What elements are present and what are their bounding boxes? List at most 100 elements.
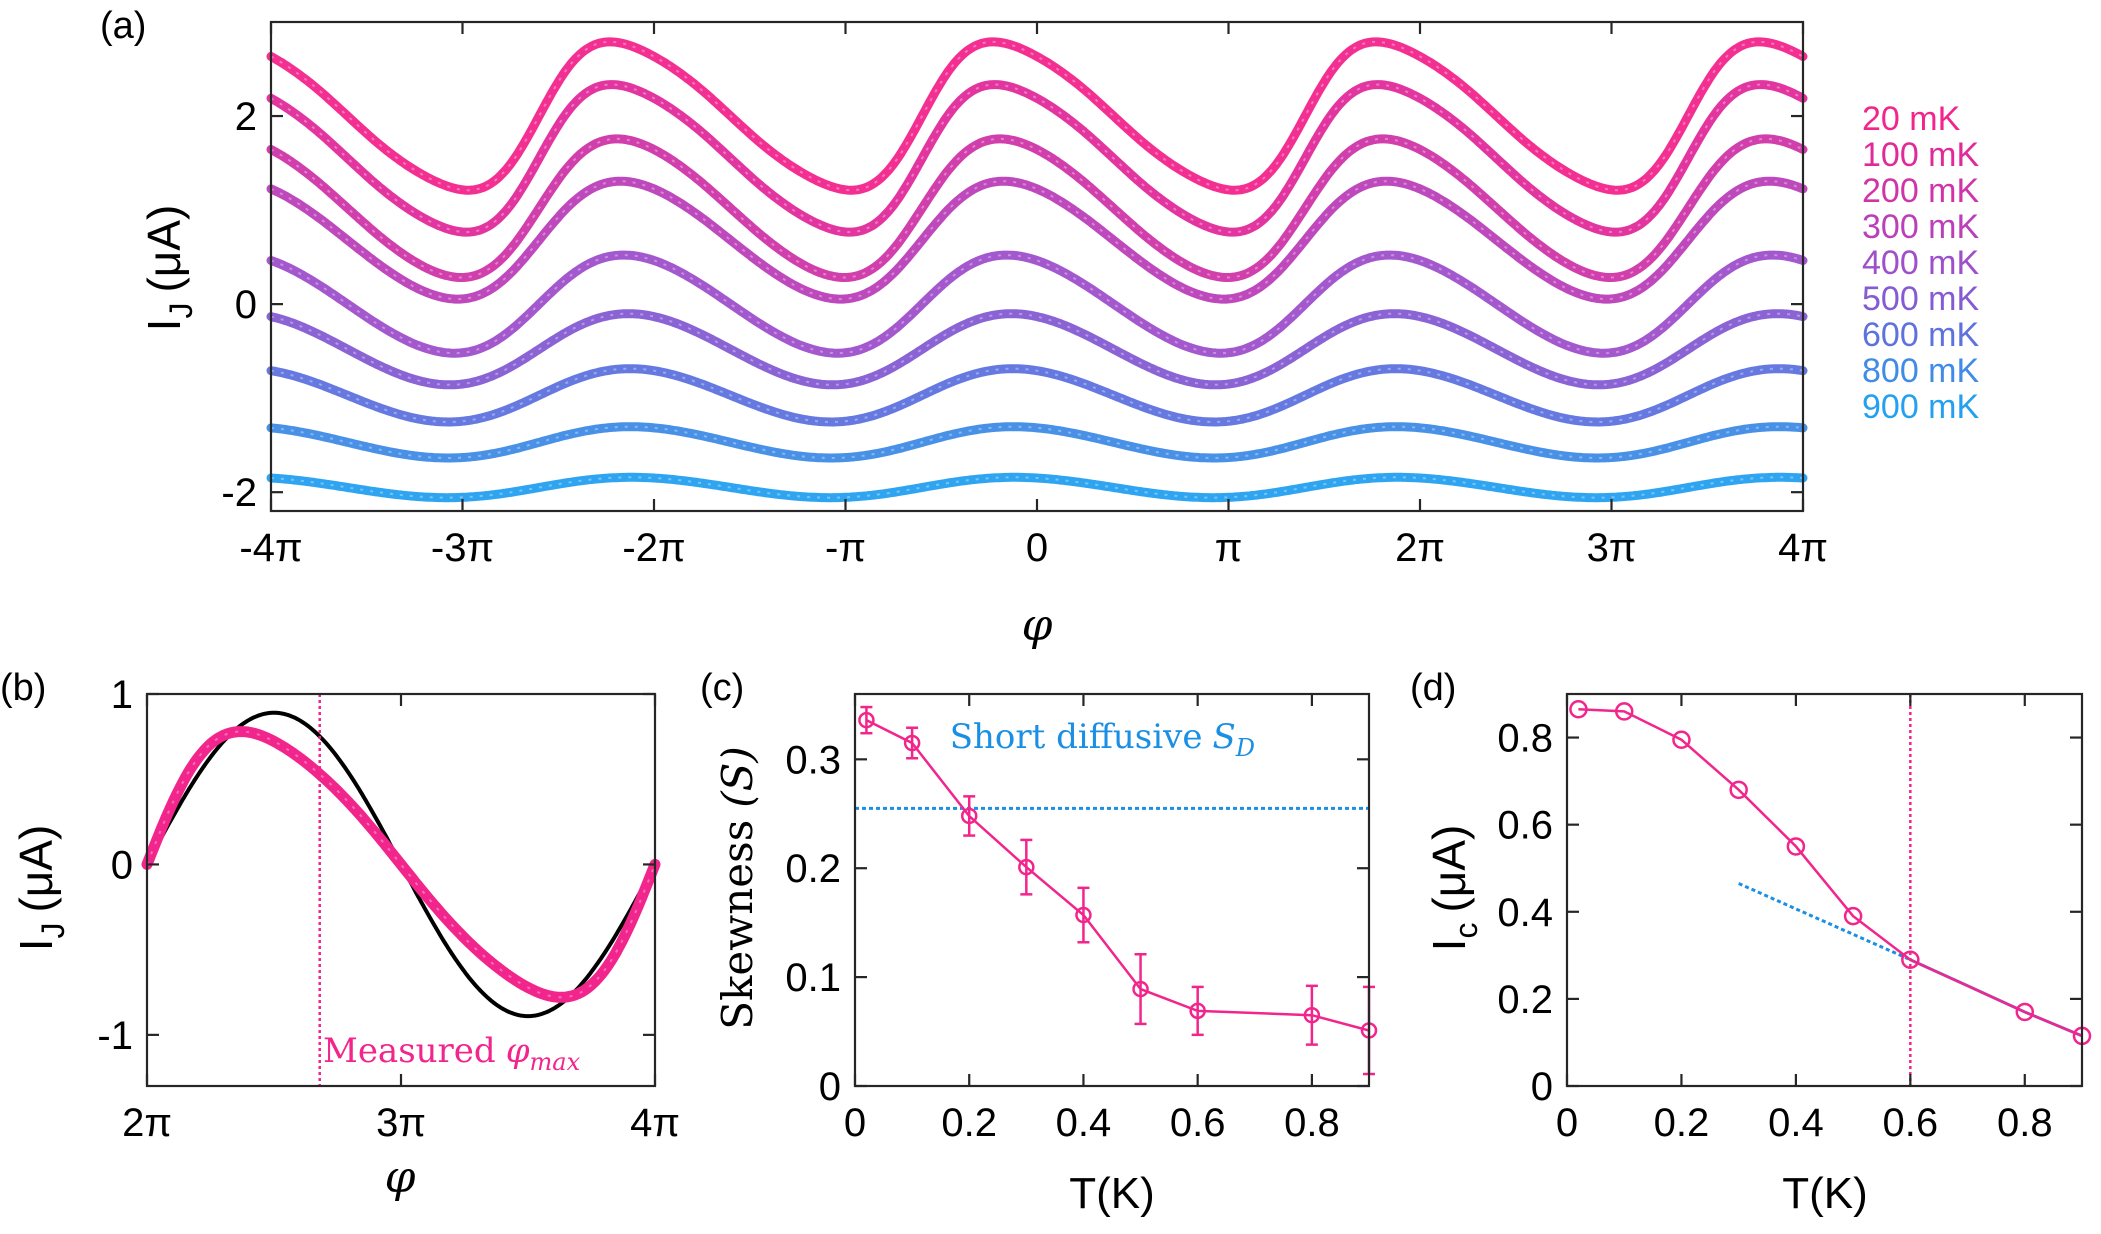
x-tick-label: 2π [122,1101,172,1145]
skewness-point [1075,906,1092,924]
series-curve-400-mK [266,250,1808,358]
legend-entry: 600 mK [1862,316,1979,354]
critical-current-point [1843,906,1863,926]
panel-c-series [855,705,1378,1076]
panel-d-label: (d) [1410,667,1456,709]
legend-entry: 300 mK [1862,208,1979,246]
panel-d-series [1569,694,2092,1086]
panel-c-axes-box [853,692,1371,1088]
legend-entry: 200 mK [1862,172,1979,210]
critical-current-point [1569,699,1588,719]
skewness-line [865,718,1370,1032]
critical-current-point [1672,730,1691,749]
x-tick-label: 4π [630,1101,680,1145]
panel-c-xlabel: T(K) [1069,1169,1155,1218]
x-tick-label: -3π [431,526,494,570]
y-tick-label: -2 [221,471,257,515]
legend-entry: 20 mK [1862,100,1961,138]
panel-d-xlabel: T(K) [1782,1169,1868,1218]
series-markers-400-mK [270,254,1804,355]
y-tick-label: 0.4 [1497,891,1553,935]
legend-entry: 100 mK [1862,136,1979,174]
x-tick-label: 2π [1395,526,1445,570]
skewness-point [858,711,875,729]
panel-b-axes-box [145,692,657,1088]
series-curve-100-mK [266,80,1808,237]
panel-d-ylabel: Ic(μA) [1423,825,1484,952]
x-tick-label: 0.6 [1883,1101,1939,1145]
legend-entry: 800 mK [1862,352,1979,390]
y-tick-label: 1 [111,673,133,717]
panel-a-label: (a) [100,5,146,47]
y-tick-label: 0.2 [785,847,841,891]
panel-d-ticks: 0 0.2 0.4 0.6 0.8 0 0.2 0.4 0.6 0.8 [1497,694,2082,1145]
series-curve-600-mK [266,364,1808,427]
skewness-point [903,734,921,752]
critical-current-point [1786,837,1806,856]
y-tick-label: 0.2 [1497,978,1553,1022]
critical-current-point [1614,702,1634,721]
x-tick-label: 3π [1587,526,1637,570]
series-markers-200-mK [270,137,1804,279]
critical-current-point [1729,780,1748,800]
x-tick-label: 0.6 [1170,1101,1226,1145]
panel-a-xlabel: φ [1022,600,1053,651]
y-tick-label: 0 [111,843,133,887]
legend-entry: 400 mK [1862,244,1979,282]
panel-a-series [266,37,1808,503]
x-tick-label: -2π [622,526,685,570]
x-tick-label: 3π [376,1101,426,1145]
panel-c-ylabel: Skewness(S) [713,746,762,1030]
x-tick-label: 0.4 [1768,1101,1824,1145]
y-tick-label: 0.3 [785,738,841,782]
panel-b-ticks: 2π 3π 4π -1 0 1 [97,673,680,1145]
critical-current-point [2015,1002,2035,1022]
panel-c-reference-label: Short diffusive SD [950,717,1255,762]
series-curve-20-mK [266,37,1808,195]
critical-current-point [1901,950,1920,969]
x-tick-label: 0.8 [1997,1101,2053,1145]
x-tick-label: π [1215,526,1243,570]
series-markers-100-mK [270,83,1804,234]
x-tick-label: 0.4 [1056,1101,1112,1145]
y-tick-label: 0 [235,283,257,327]
skewness-point [1132,980,1149,998]
panel-c-label: (c) [700,667,744,709]
critical-current-line [1578,707,2083,1038]
series-curve-800-mK [266,422,1808,463]
legend-entry: 900 mK [1862,388,1979,426]
panel-b-label: (b) [0,667,46,709]
panel-a-ylabel: IJ(μA) [138,205,199,332]
panel-c: (c) 0 0.2 0.4 0.6 0.8 0 0.1 0.2 0.3 Short diffus… [700,667,1378,1218]
series-markers-600-mK [270,367,1804,423]
x-tick-label: 0.2 [941,1101,997,1145]
x-tick-label: 0.2 [1654,1101,1710,1145]
panel-c-ticks: 0 0.2 0.4 0.6 0.8 0 0.1 0.2 0.3 [785,694,1369,1145]
panel-b-series [141,694,661,1086]
skewness-point [960,807,978,825]
y-tick-label: 2 [235,95,257,139]
skewness-point [1018,858,1035,876]
panel-d-axes-box [1565,692,2084,1088]
y-tick-label: 0 [1531,1065,1553,1109]
x-tick-label: 0.8 [1284,1101,1340,1145]
skewness-point [1303,1006,1321,1024]
skewness-point [1189,1002,1206,1020]
x-tick-label: 4π [1778,526,1828,570]
y-tick-label: 0.6 [1497,804,1553,848]
series-curve-200-mK [266,134,1808,282]
panel-b: (b) 2π 3π 4π -1 0 1 IJ(μA) φ Measured φmax [0,667,680,1203]
x-tick-label: 0 [844,1101,866,1145]
y-tick-label: 0.8 [1497,717,1553,761]
x-tick-label: -4π [239,526,302,570]
panel-b-annotation: Measured φmax [323,1031,581,1076]
series-curve-500-mK [266,309,1808,390]
measured-markers [146,730,656,999]
x-tick-label: -π [825,526,866,570]
panel-b-xlabel: φ [385,1152,416,1203]
y-tick-label: 0 [819,1065,841,1109]
y-tick-label: -1 [97,1014,133,1058]
x-tick-label: 0 [1026,526,1048,570]
